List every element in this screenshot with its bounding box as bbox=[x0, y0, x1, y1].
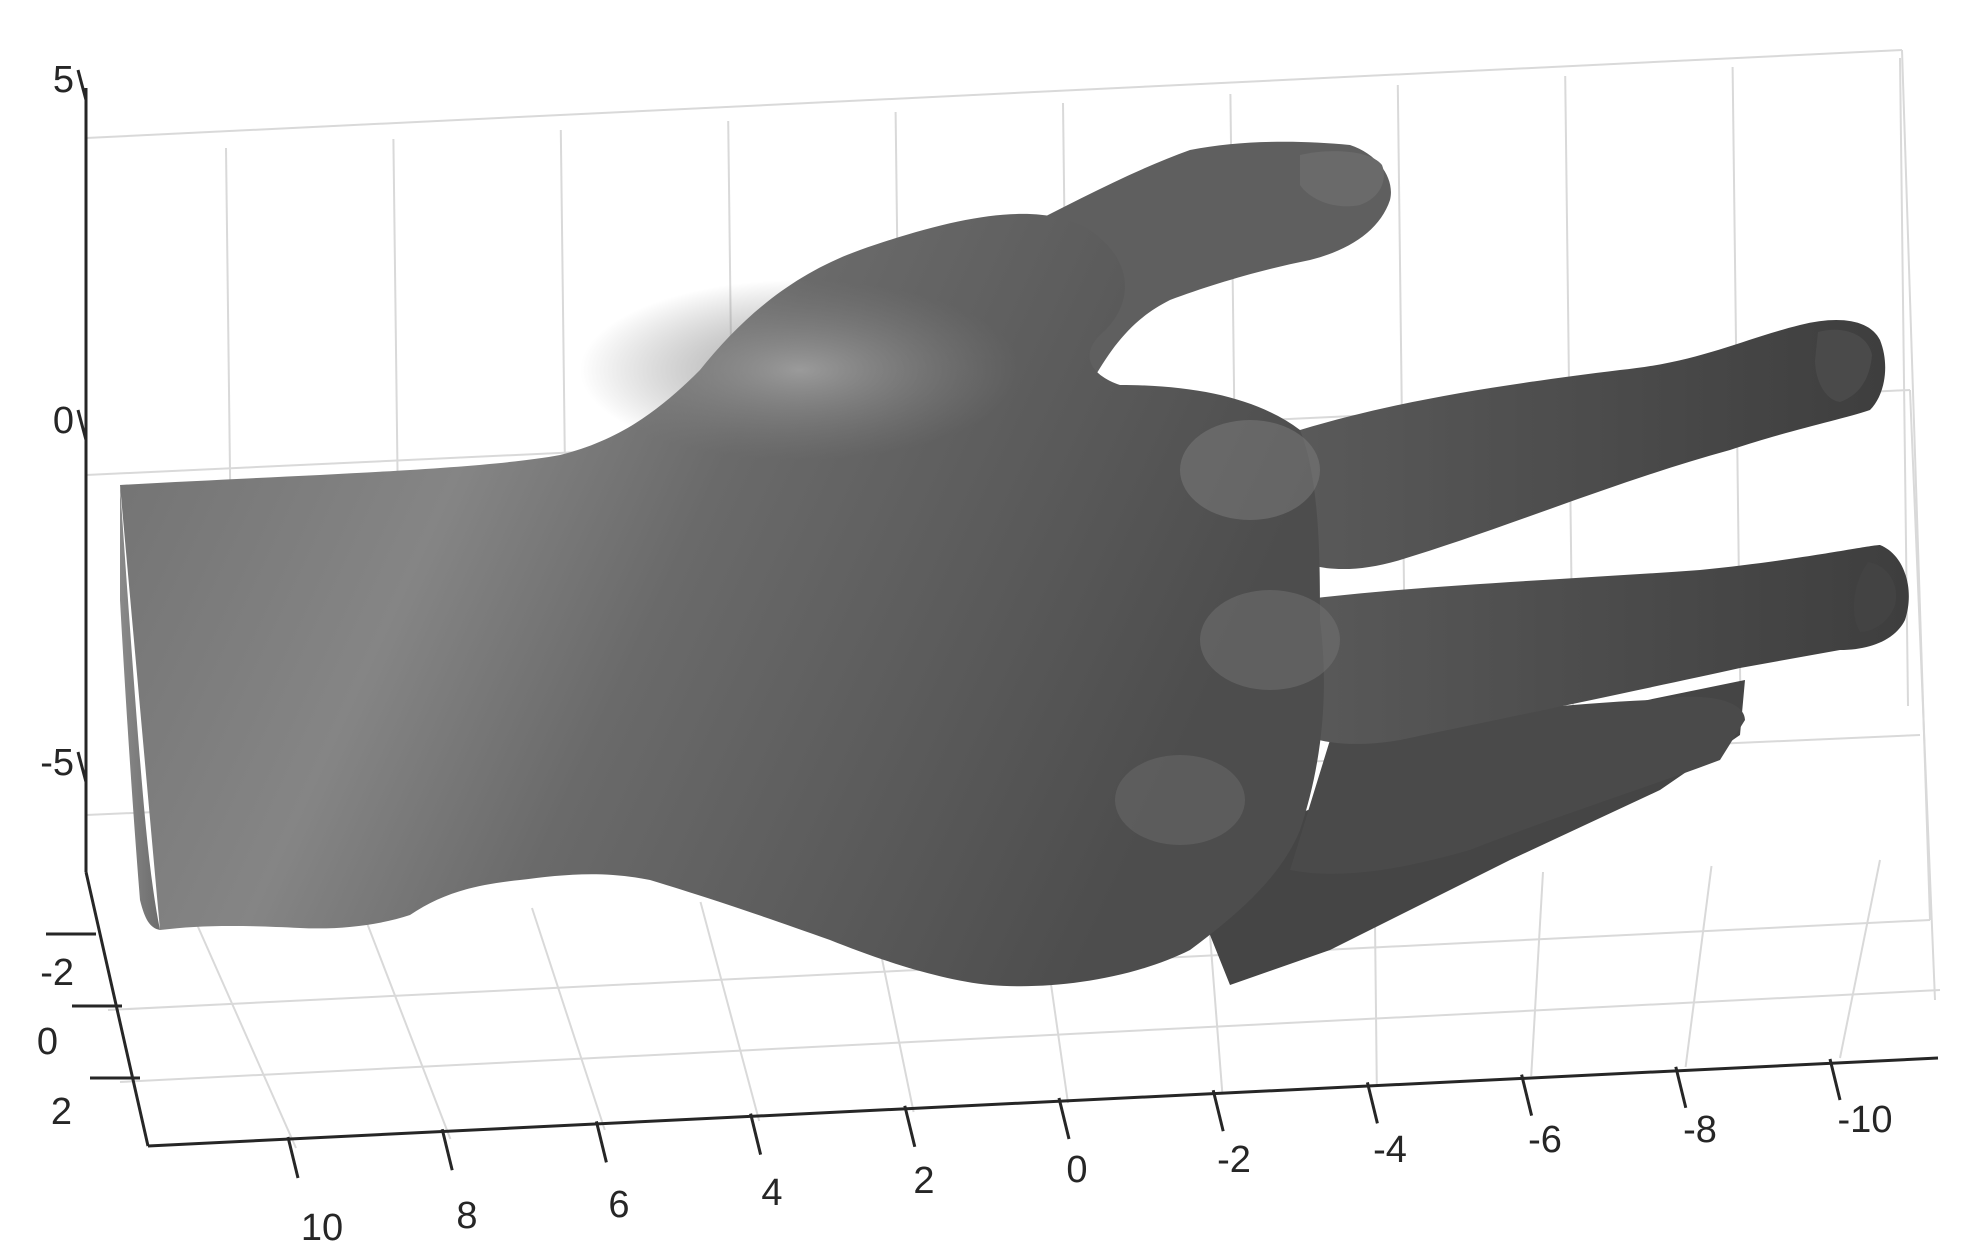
grid-line-floor bbox=[1684, 865, 1713, 1068]
z-axis-tick-labels: 5 0 -5 bbox=[40, 59, 74, 784]
x-tick-mark bbox=[903, 1105, 917, 1148]
x-tick-mark bbox=[594, 1121, 608, 1163]
y-tick-label: 0 bbox=[37, 1021, 58, 1063]
y-tick-label: 2 bbox=[51, 1091, 72, 1133]
grid-line-horizontal bbox=[85, 49, 1903, 139]
z-tick-mark bbox=[76, 751, 88, 783]
grid-line-floor bbox=[531, 907, 606, 1131]
x-tick-mark bbox=[1365, 1082, 1379, 1124]
x-tick-label: 0 bbox=[1066, 1149, 1087, 1191]
y-tick-label: -2 bbox=[40, 952, 74, 994]
grid-line-floor bbox=[1839, 859, 1881, 1059]
x-axis-line bbox=[147, 1056, 1939, 1148]
z-tick-mark bbox=[76, 69, 88, 101]
grid-line-floor bbox=[119, 989, 1941, 1083]
x-tick-label: 4 bbox=[761, 1172, 782, 1214]
x-tick-mark bbox=[1057, 1097, 1071, 1140]
axes bbox=[46, 69, 1939, 1179]
grid-line-right-wall bbox=[1909, 389, 1936, 1001]
x-tick-label: 2 bbox=[913, 1160, 934, 1202]
x-tick-label: 10 bbox=[301, 1207, 343, 1249]
z-tick-label: -5 bbox=[40, 742, 74, 784]
grid-line-floor bbox=[362, 913, 452, 1140]
x-tick-mark bbox=[749, 1113, 763, 1155]
y-axis-line bbox=[84, 871, 150, 1147]
grid-line-floor bbox=[1530, 871, 1544, 1077]
hand-surface bbox=[120, 141, 1909, 987]
z-tick-mark bbox=[76, 409, 88, 441]
y-axis-tick-labels: -2 0 2 bbox=[37, 952, 74, 1133]
x-tick-mark bbox=[1674, 1066, 1688, 1109]
grid-line-floor bbox=[699, 901, 761, 1122]
x-tick-label: -8 bbox=[1683, 1109, 1717, 1151]
x-tick-label: -2 bbox=[1217, 1139, 1251, 1181]
x-tick-mark bbox=[1211, 1089, 1225, 1132]
x-axis-tick-labels: 10 8 6 4 2 0 -2 -4 -6 -8 -10 bbox=[301, 1099, 1893, 1249]
x-tick-mark bbox=[1828, 1058, 1842, 1101]
z-tick-label: 5 bbox=[53, 59, 74, 101]
x-tick-mark bbox=[440, 1128, 454, 1171]
x-tick-label: -4 bbox=[1373, 1129, 1407, 1171]
x-tick-label: -10 bbox=[1838, 1099, 1893, 1141]
x-tick-mark bbox=[286, 1136, 300, 1179]
x-tick-label: 6 bbox=[608, 1184, 629, 1226]
x-tick-mark bbox=[1520, 1074, 1534, 1116]
x-tick-label: 8 bbox=[456, 1195, 477, 1237]
x-tick-label: -6 bbox=[1528, 1119, 1562, 1161]
z-tick-label: 0 bbox=[53, 400, 74, 442]
grid-line-floor bbox=[194, 919, 297, 1149]
